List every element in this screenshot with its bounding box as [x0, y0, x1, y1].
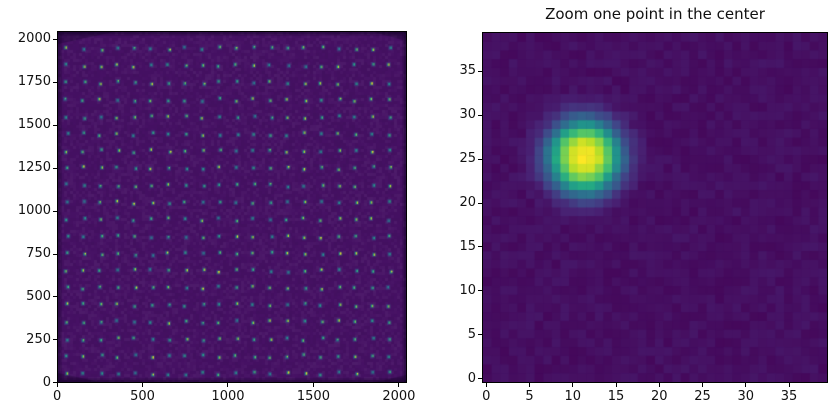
x-tick	[572, 383, 574, 387]
x-tick	[702, 383, 704, 387]
x-tick-label: 30	[737, 389, 755, 404]
y-tick-label: 25	[459, 151, 476, 167]
zoom-image	[483, 33, 827, 382]
x-tick	[485, 383, 487, 387]
y-tick-label: 750	[26, 246, 51, 261]
y-tick-label: 0	[467, 370, 476, 386]
y-tick	[53, 382, 57, 384]
y-tick	[53, 253, 57, 255]
x-tick-label: 25	[694, 389, 711, 404]
y-tick-label: 15	[459, 238, 476, 254]
x-tick	[227, 383, 229, 387]
x-tick-label: 1500	[296, 389, 330, 404]
x-tick-label: 2000	[382, 389, 416, 404]
y-tick-label: 250	[26, 331, 51, 347]
y-tick	[478, 334, 482, 336]
x-tick-label: 0	[482, 389, 491, 404]
x-tick-label: 20	[651, 389, 668, 404]
y-tick-label: 35	[459, 63, 476, 79]
x-tick-label: 1000	[211, 389, 245, 404]
x-tick-label: 15	[607, 389, 625, 404]
x-tick	[398, 383, 400, 387]
detector-image	[58, 32, 406, 382]
x-tick-label: 10	[564, 389, 582, 404]
y-tick	[478, 114, 482, 116]
x-tick-label: 5	[525, 389, 534, 404]
x-tick	[788, 383, 790, 387]
y-tick	[53, 38, 57, 40]
y-tick	[478, 158, 482, 160]
y-tick-label: 10	[459, 282, 476, 298]
x-tick	[658, 383, 660, 387]
x-tick	[56, 383, 58, 387]
y-tick	[53, 210, 57, 212]
y-tick-label: 30	[459, 107, 476, 123]
detector-image-axes	[57, 31, 407, 383]
right-plot-title: Zoom one point in the center	[545, 5, 765, 23]
x-tick	[142, 383, 144, 387]
y-tick	[53, 167, 57, 169]
y-tick	[478, 70, 482, 72]
y-tick	[478, 202, 482, 204]
y-tick	[478, 246, 482, 248]
x-tick	[312, 383, 314, 387]
y-tick-label: 2000	[17, 31, 51, 47]
x-tick	[615, 383, 617, 387]
x-tick	[745, 383, 747, 387]
y-tick-label: 20	[459, 195, 476, 211]
y-tick-label: 1500	[17, 117, 51, 133]
y-tick	[53, 124, 57, 126]
y-tick	[478, 290, 482, 292]
y-tick	[53, 81, 57, 83]
y-tick	[53, 296, 57, 298]
x-tick	[529, 383, 531, 387]
y-tick-label: 1250	[17, 160, 51, 176]
y-tick	[53, 339, 57, 341]
y-tick-label: 1000	[17, 203, 51, 219]
x-tick-label: 0	[52, 389, 62, 404]
y-tick	[478, 378, 482, 380]
y-tick-label: 0	[42, 374, 51, 390]
x-tick-label: 500	[130, 389, 155, 404]
zoom-image-axes	[482, 32, 828, 383]
y-tick-label: 500	[26, 288, 51, 304]
y-tick-label: 1750	[17, 74, 51, 90]
y-tick-label: 5	[467, 326, 476, 342]
x-tick-label: 35	[780, 389, 798, 404]
